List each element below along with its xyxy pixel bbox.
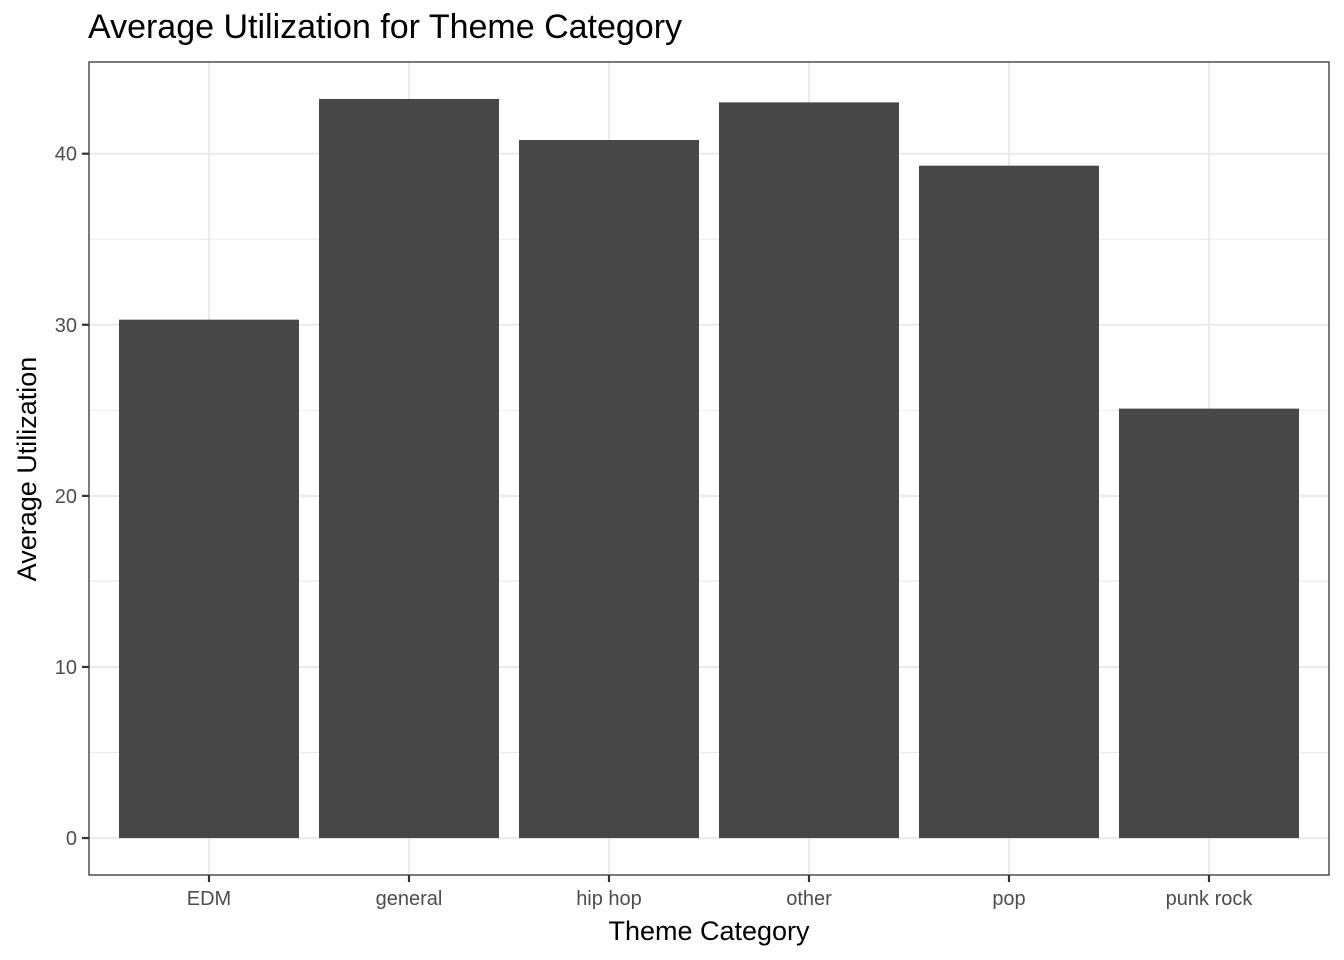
y-tick-label: 10 <box>55 657 77 679</box>
panel-border <box>88 61 1330 876</box>
x-tick-label: punk rock <box>1166 888 1254 910</box>
bars <box>119 98 1299 839</box>
x-tick-label: EDM <box>187 888 231 910</box>
bar-other <box>719 102 899 839</box>
y-axis-ticks: 0 10 20 30 40 <box>55 144 89 850</box>
y-tick-label: 30 <box>55 315 77 337</box>
bar-hip-hop <box>519 140 699 839</box>
bar-punk-rock <box>1119 408 1299 839</box>
chart-title: Average Utilization for Theme Category <box>88 8 683 46</box>
x-tick-label: general <box>376 888 443 910</box>
bar-general <box>319 98 499 839</box>
x-tick-label: pop <box>992 888 1025 910</box>
y-tick-label: 40 <box>55 144 77 166</box>
y-tick-label: 20 <box>55 486 77 508</box>
x-tick-label: hip hop <box>576 888 642 910</box>
x-tick-label: other <box>786 888 832 910</box>
y-axis-title: Average Utilization <box>12 357 42 582</box>
x-axis-title: Theme Category <box>608 916 810 946</box>
y-tick-label: 0 <box>66 828 77 850</box>
x-axis-ticks: EDM general hip hop other pop punk rock <box>187 875 1254 910</box>
bar-edm <box>119 319 299 839</box>
bar-pop <box>919 165 1099 839</box>
